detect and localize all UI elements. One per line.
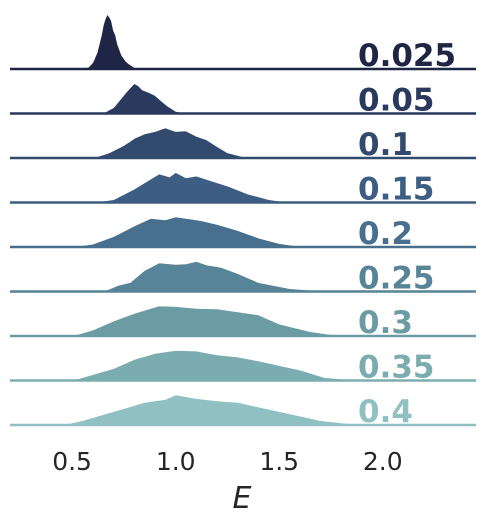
ridge-area	[92, 171, 290, 203]
row-label: 0.4	[358, 394, 413, 430]
row-label: 0.3	[358, 305, 413, 341]
row-label: 0.25	[358, 261, 435, 297]
ridge-area	[82, 13, 141, 70]
ridge-3	[10, 127, 476, 160]
ridge-area	[92, 127, 249, 159]
row-label: 0.025	[358, 38, 456, 74]
ridge-6	[10, 260, 476, 293]
ridge-area	[71, 349, 363, 381]
row-label: 0.05	[358, 83, 435, 119]
ridge-area	[96, 82, 187, 114]
ridge-5	[10, 216, 476, 249]
ridge-2	[10, 82, 476, 115]
row-label: 0.35	[358, 350, 435, 386]
row-label: 0.15	[358, 172, 435, 208]
x-tick-label: 0.5	[52, 447, 92, 476]
x-axis-ticks: 0.5 1.0 1.5 2.0	[52, 447, 402, 476]
ridges	[10, 13, 476, 427]
row-labels: 0.025 0.05 0.1 0.15 0.2 0.25 0.3 0.35 0.4	[358, 38, 456, 430]
ridge-area	[71, 305, 342, 337]
ridge-9	[10, 394, 476, 427]
ridge-4	[10, 171, 476, 204]
ridge-area	[72, 216, 305, 248]
ridge-area	[61, 394, 363, 426]
ridge-7	[10, 305, 476, 338]
x-tick-label: 1.0	[156, 447, 196, 476]
x-tick-label: 2.0	[363, 447, 403, 476]
row-label: 0.2	[358, 216, 413, 252]
x-axis-label: E	[233, 481, 252, 516]
x-tick-label: 1.5	[259, 447, 299, 476]
ridge-8	[10, 349, 476, 382]
row-label: 0.1	[358, 127, 413, 163]
ridge-1	[10, 13, 476, 71]
ridge-area	[103, 260, 332, 292]
